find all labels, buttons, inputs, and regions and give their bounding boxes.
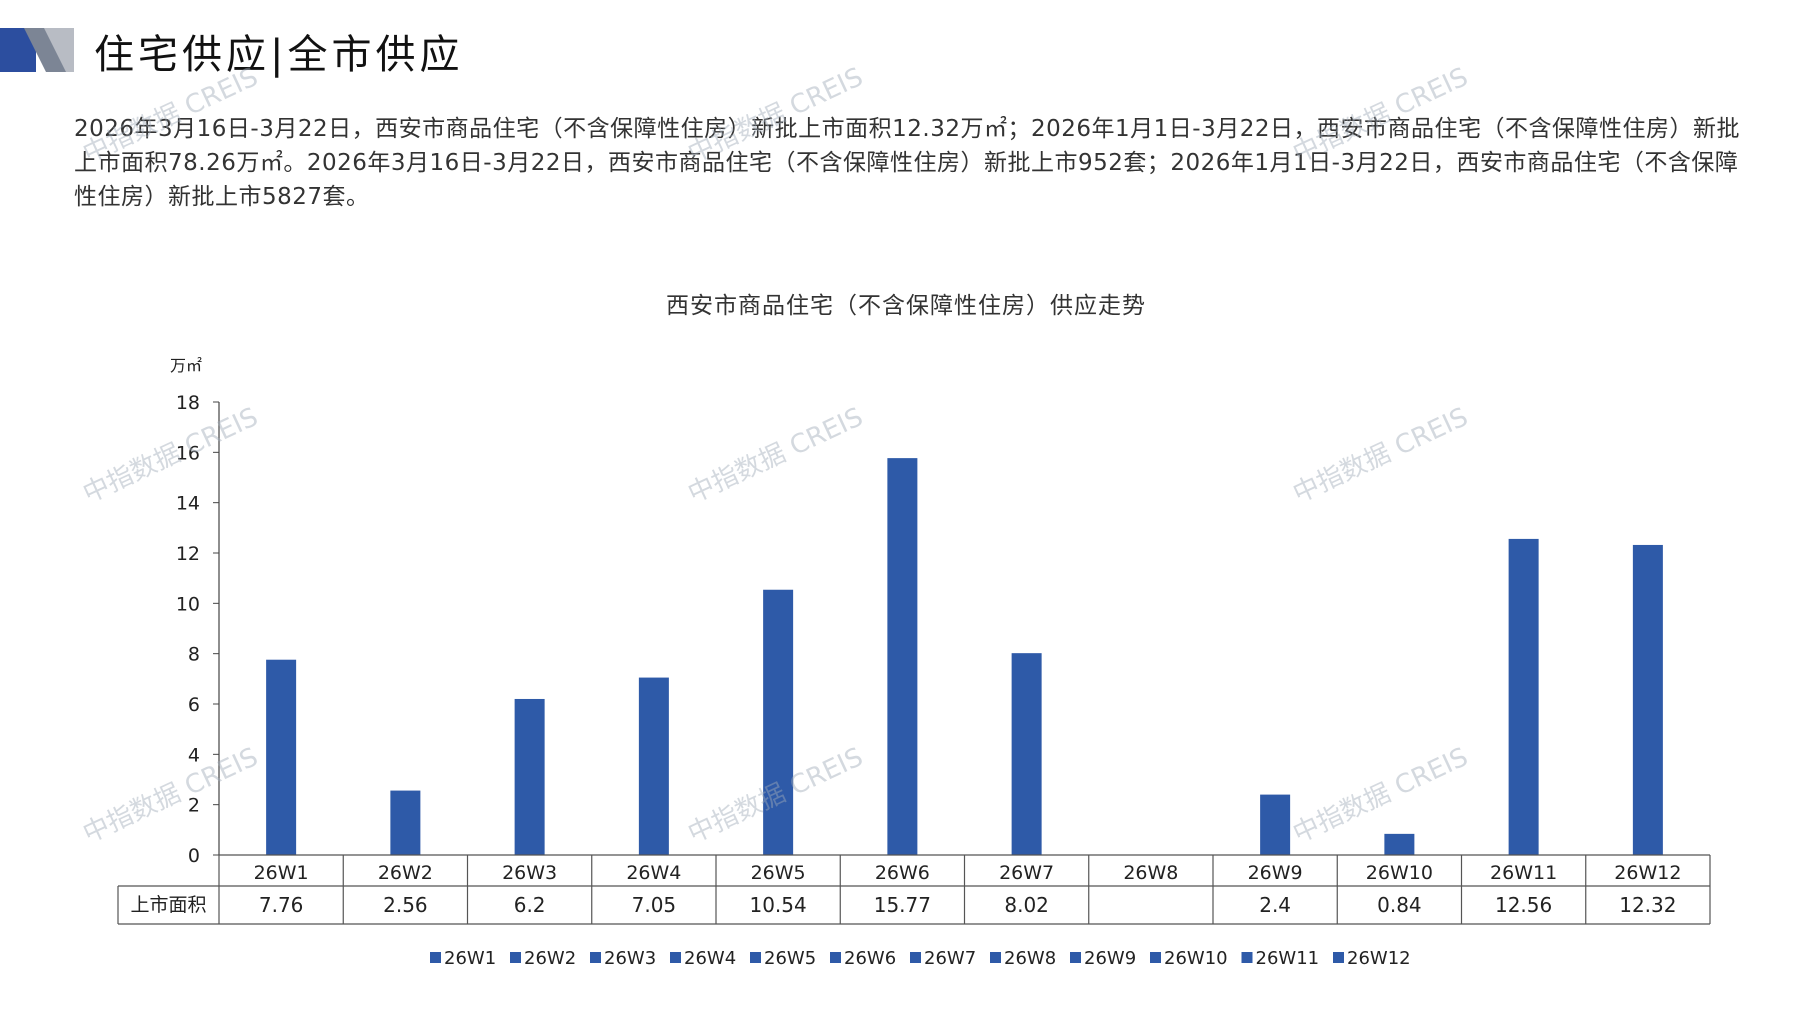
bar-26W9 bbox=[1260, 794, 1291, 855]
legend-item: 26W8 bbox=[1004, 948, 1056, 969]
legend-item: 26W1 bbox=[444, 948, 496, 969]
y-tick-label: 14 bbox=[176, 493, 200, 515]
legend-item: 26W4 bbox=[684, 948, 736, 969]
summary-text: 2026年3月16日-3月22日，西安市商品住宅（不含保障性住房）新批上市面积1… bbox=[74, 116, 1740, 210]
x-tick-label: 26W1 bbox=[254, 862, 309, 884]
legend-swatch bbox=[590, 952, 601, 963]
bar-26W4 bbox=[638, 677, 669, 855]
x-tick-label: 26W9 bbox=[1248, 862, 1303, 884]
legend-swatch bbox=[1150, 952, 1161, 963]
table-series-name: 上市面积 bbox=[130, 894, 206, 916]
bar-26W1 bbox=[266, 659, 297, 855]
data-label: 6.2 bbox=[514, 893, 546, 917]
y-tick-label: 18 bbox=[176, 392, 200, 414]
y-tick-label: 4 bbox=[188, 744, 200, 766]
header-decoration bbox=[0, 28, 74, 72]
legend-swatch bbox=[430, 952, 441, 963]
data-label: 2.56 bbox=[383, 893, 428, 917]
bar-26W5 bbox=[763, 589, 794, 855]
x-tick-label: 26W5 bbox=[751, 862, 806, 884]
y-tick-label: 0 bbox=[188, 845, 200, 867]
data-label: 10.54 bbox=[749, 893, 806, 917]
data-label: 8.02 bbox=[1004, 893, 1049, 917]
bar-26W2 bbox=[390, 790, 421, 855]
legend-swatch bbox=[750, 952, 761, 963]
bar-26W11 bbox=[1508, 538, 1539, 855]
x-tick-label: 26W11 bbox=[1490, 862, 1557, 884]
x-tick-label: 26W4 bbox=[626, 862, 681, 884]
legend-swatch bbox=[670, 952, 681, 963]
legend-item: 26W12 bbox=[1347, 948, 1411, 969]
legend-item: 26W5 bbox=[764, 948, 816, 969]
legend-item: 26W10 bbox=[1164, 948, 1228, 969]
page-title: 住宅供应|全市供应 bbox=[94, 32, 464, 78]
y-tick-label: 6 bbox=[188, 694, 200, 716]
y-axis-unit-label: 万㎡ bbox=[170, 356, 202, 375]
data-label: 12.56 bbox=[1495, 893, 1552, 917]
x-tick-label: 26W12 bbox=[1614, 862, 1681, 884]
legend-swatch bbox=[1333, 952, 1344, 963]
x-tick-label: 26W6 bbox=[875, 862, 930, 884]
bar-26W3 bbox=[514, 698, 545, 855]
legend-swatch bbox=[1070, 952, 1081, 963]
x-tick-label: 26W7 bbox=[999, 862, 1054, 884]
data-label: 7.05 bbox=[632, 893, 677, 917]
bar-26W7 bbox=[1011, 653, 1042, 855]
y-tick-label: 8 bbox=[188, 644, 200, 666]
legend-item: 26W9 bbox=[1084, 948, 1136, 969]
legend-item: 26W7 bbox=[924, 948, 976, 969]
bar-26W6 bbox=[887, 458, 918, 855]
x-tick-label: 26W10 bbox=[1366, 862, 1433, 884]
x-tick-label: 26W2 bbox=[378, 862, 433, 884]
y-tick-label: 10 bbox=[176, 593, 200, 615]
data-label: 7.76 bbox=[259, 893, 304, 917]
x-tick-label: 26W8 bbox=[1123, 862, 1178, 884]
legend-item: 26W2 bbox=[524, 948, 576, 969]
data-label: 15.77 bbox=[874, 893, 931, 917]
legend-item: 26W6 bbox=[844, 948, 896, 969]
data-label: 2.4 bbox=[1259, 893, 1291, 917]
y-tick-label: 12 bbox=[176, 543, 200, 565]
legend-swatch bbox=[510, 952, 521, 963]
y-tick-label: 16 bbox=[176, 442, 200, 464]
legend-swatch bbox=[1241, 952, 1253, 963]
legend-item: 26W3 bbox=[604, 948, 656, 969]
legend-item: 26W11 bbox=[1256, 948, 1320, 969]
data-label: 0.84 bbox=[1377, 893, 1422, 917]
bar-26W12 bbox=[1632, 544, 1663, 855]
y-tick-label: 2 bbox=[188, 795, 200, 817]
bar-26W10 bbox=[1384, 833, 1415, 855]
legend-swatch bbox=[830, 952, 841, 963]
chart-title: 西安市商品住宅（不含保障性住房）供应走势 bbox=[666, 293, 1146, 319]
legend-swatch bbox=[910, 952, 921, 963]
data-label: 12.32 bbox=[1619, 893, 1676, 917]
legend-swatch bbox=[990, 952, 1001, 963]
x-tick-label: 26W3 bbox=[502, 862, 557, 884]
